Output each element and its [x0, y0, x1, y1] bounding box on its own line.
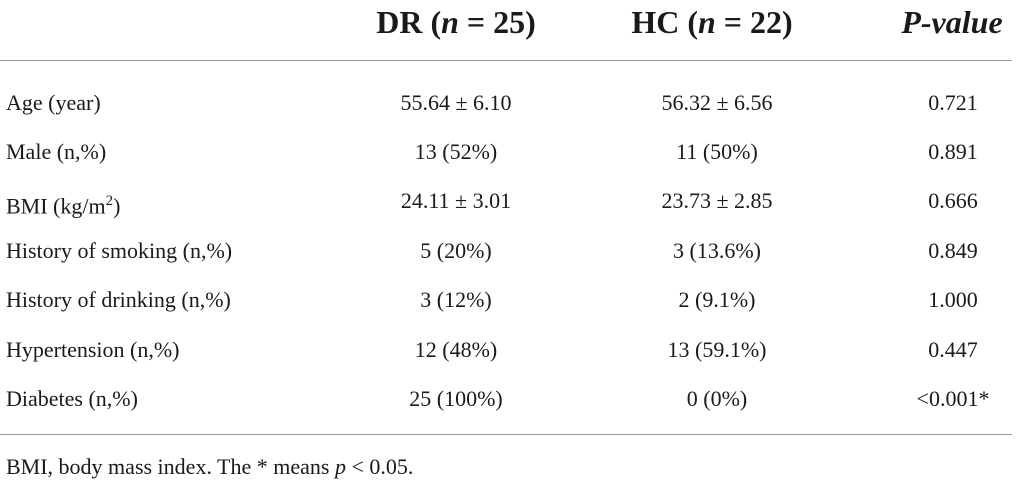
table-row: Diabetes (n,%) 25 (100%) 0 (0%) <0.001*: [0, 384, 1017, 428]
table-row: Male (n,%) 13 (52%) 11 (50%) 0.891: [0, 137, 1017, 181]
header-dr-prefix: DR (: [376, 4, 442, 40]
row-p-value: 0.721: [928, 90, 978, 115]
row-label: Diabetes (n,%): [6, 386, 138, 411]
row-label: Male (n,%): [6, 139, 107, 164]
row-p-value: 0.891: [928, 139, 978, 164]
row-label-suffix: ): [113, 193, 121, 219]
row-dr-value: 13 (52%): [414, 139, 498, 164]
header-hc: HC (n = 22): [631, 2, 792, 42]
row-hc-value: 56.32 ± 6.56: [661, 90, 773, 115]
row-p-value: 0.849: [928, 238, 978, 263]
row-label-prefix: BMI (kg/m: [6, 193, 106, 219]
row-hc-value: 23.73 ± 2.85: [661, 188, 773, 213]
header-hc-n: n: [697, 4, 716, 40]
footnote-text-before: BMI, body mass index. The * means: [6, 454, 335, 479]
header-dr-n: n: [441, 4, 459, 40]
row-label: History of smoking (n,%): [6, 238, 233, 263]
row-p-value: 1.000: [928, 287, 978, 312]
row-label: History of drinking (n,%): [6, 287, 231, 312]
table-row: Age (year) 55.64 ± 6.10 56.32 ± 6.56 0.7…: [0, 88, 1017, 132]
footnote-p-symbol: p: [334, 454, 346, 479]
row-p-value: <0.001*: [916, 386, 990, 411]
table-bottom-rule: [0, 434, 1012, 435]
row-hc-value: 13 (59.1%): [667, 337, 767, 362]
row-hc-value: 3 (13.6%): [673, 238, 761, 263]
row-dr-value: 24.11 ± 3.01: [400, 188, 512, 213]
row-dr-value: 5 (20%): [420, 238, 492, 263]
row-label: BMI (kg/m2): [6, 186, 120, 221]
row-dr-value: 55.64 ± 6.10: [400, 90, 512, 115]
header-dr-suffix: = 25): [458, 4, 536, 40]
row-dr-value: 12 (48%): [414, 337, 498, 362]
table-top-rule: [0, 60, 1012, 61]
header-dr: DR (n = 25): [376, 2, 536, 42]
table-header-row: DR (n = 25) HC (n = 22) P-value: [0, 0, 1017, 60]
header-hc-prefix: HC (: [631, 4, 698, 40]
row-dr-value: 3 (12%): [420, 287, 492, 312]
row-label: Age (year): [6, 90, 101, 115]
footnote-text-after: < 0.05.: [345, 454, 414, 479]
table-row: History of drinking (n,%) 3 (12%) 2 (9.1…: [0, 285, 1017, 329]
header-p-value: P-value: [901, 4, 1003, 40]
row-hc-value: 2 (9.1%): [678, 287, 756, 312]
table-footnote: BMI, body mass index. The * means p < 0.…: [6, 452, 413, 482]
row-p-value: 0.447: [928, 337, 978, 362]
row-label: Hypertension (n,%): [6, 337, 180, 362]
table-row: History of smoking (n,%) 5 (20%) 3 (13.6…: [0, 236, 1017, 280]
table-row: BMI (kg/m2) 24.11 ± 3.01 23.73 ± 2.85 0.…: [0, 186, 1017, 230]
row-hc-value: 11 (50%): [676, 139, 758, 164]
table-row: Hypertension (n,%) 12 (48%) 13 (59.1%) 0…: [0, 335, 1017, 379]
row-p-value: 0.666: [928, 188, 978, 213]
row-hc-value: 0 (0%): [686, 386, 748, 411]
row-label-superscript: 2: [105, 193, 114, 209]
header-hc-suffix: = 22): [715, 4, 793, 40]
row-dr-value: 25 (100%): [409, 386, 503, 411]
